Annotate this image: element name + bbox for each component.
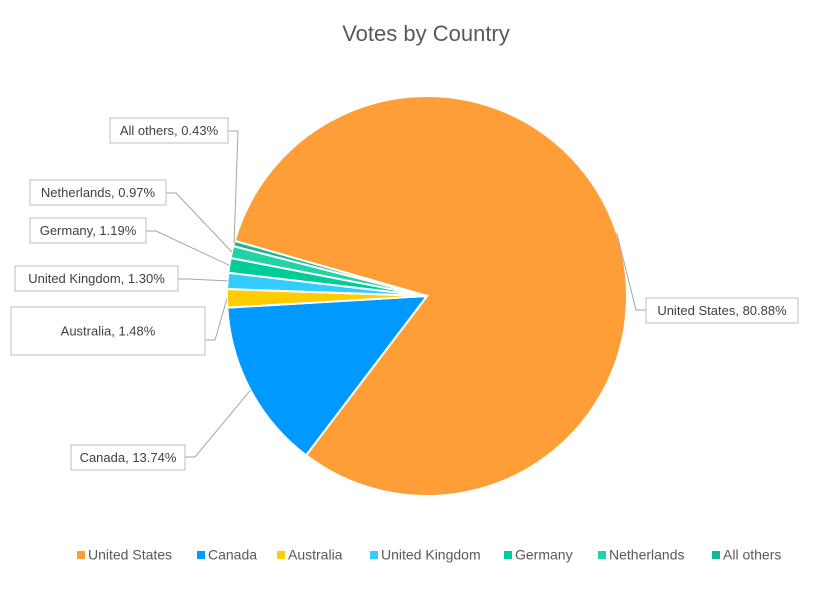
label-box	[70, 444, 186, 471]
legend-label: Canada	[208, 547, 257, 563]
data-label: Canada, 13.74%	[80, 450, 177, 465]
leader-line	[146, 230, 230, 266]
leader-line	[178, 278, 228, 282]
leader-line	[166, 192, 233, 253]
legend-swatch	[504, 551, 512, 559]
legend-swatch	[277, 551, 285, 559]
leader-line	[205, 298, 228, 341]
legend-swatch	[77, 551, 85, 559]
label-box	[645, 297, 799, 324]
legend-label: All others	[723, 547, 781, 563]
legend-label: United States	[88, 547, 172, 563]
data-label: All others, 0.43%	[120, 123, 219, 138]
legend-swatch	[197, 551, 205, 559]
data-label: Netherlands, 0.97%	[41, 185, 156, 200]
data-label: United Kingdom, 1.30%	[28, 271, 165, 286]
data-label: Australia, 1.48%	[61, 323, 156, 338]
pie-slice	[232, 239, 428, 297]
legend-label: Germany	[515, 547, 573, 563]
label-box	[29, 217, 147, 244]
legend-swatch	[370, 551, 378, 559]
label-box	[109, 117, 229, 144]
legend-swatch	[598, 551, 606, 559]
data-label: United States, 80.88%	[657, 303, 787, 318]
chart-title: Votes by Country	[342, 21, 510, 46]
leader-line	[616, 232, 646, 311]
label-box	[14, 265, 179, 292]
leader-line	[228, 130, 239, 244]
legend-swatch	[712, 551, 720, 559]
legend-label: United Kingdom	[381, 547, 481, 563]
label-box	[29, 179, 167, 206]
legend-label: Netherlands	[609, 547, 685, 563]
data-label: Germany, 1.19%	[40, 223, 137, 238]
leader-line	[185, 389, 251, 458]
legend-label: Australia	[288, 547, 343, 563]
label-box	[10, 306, 206, 356]
pie-slice	[226, 294, 430, 457]
